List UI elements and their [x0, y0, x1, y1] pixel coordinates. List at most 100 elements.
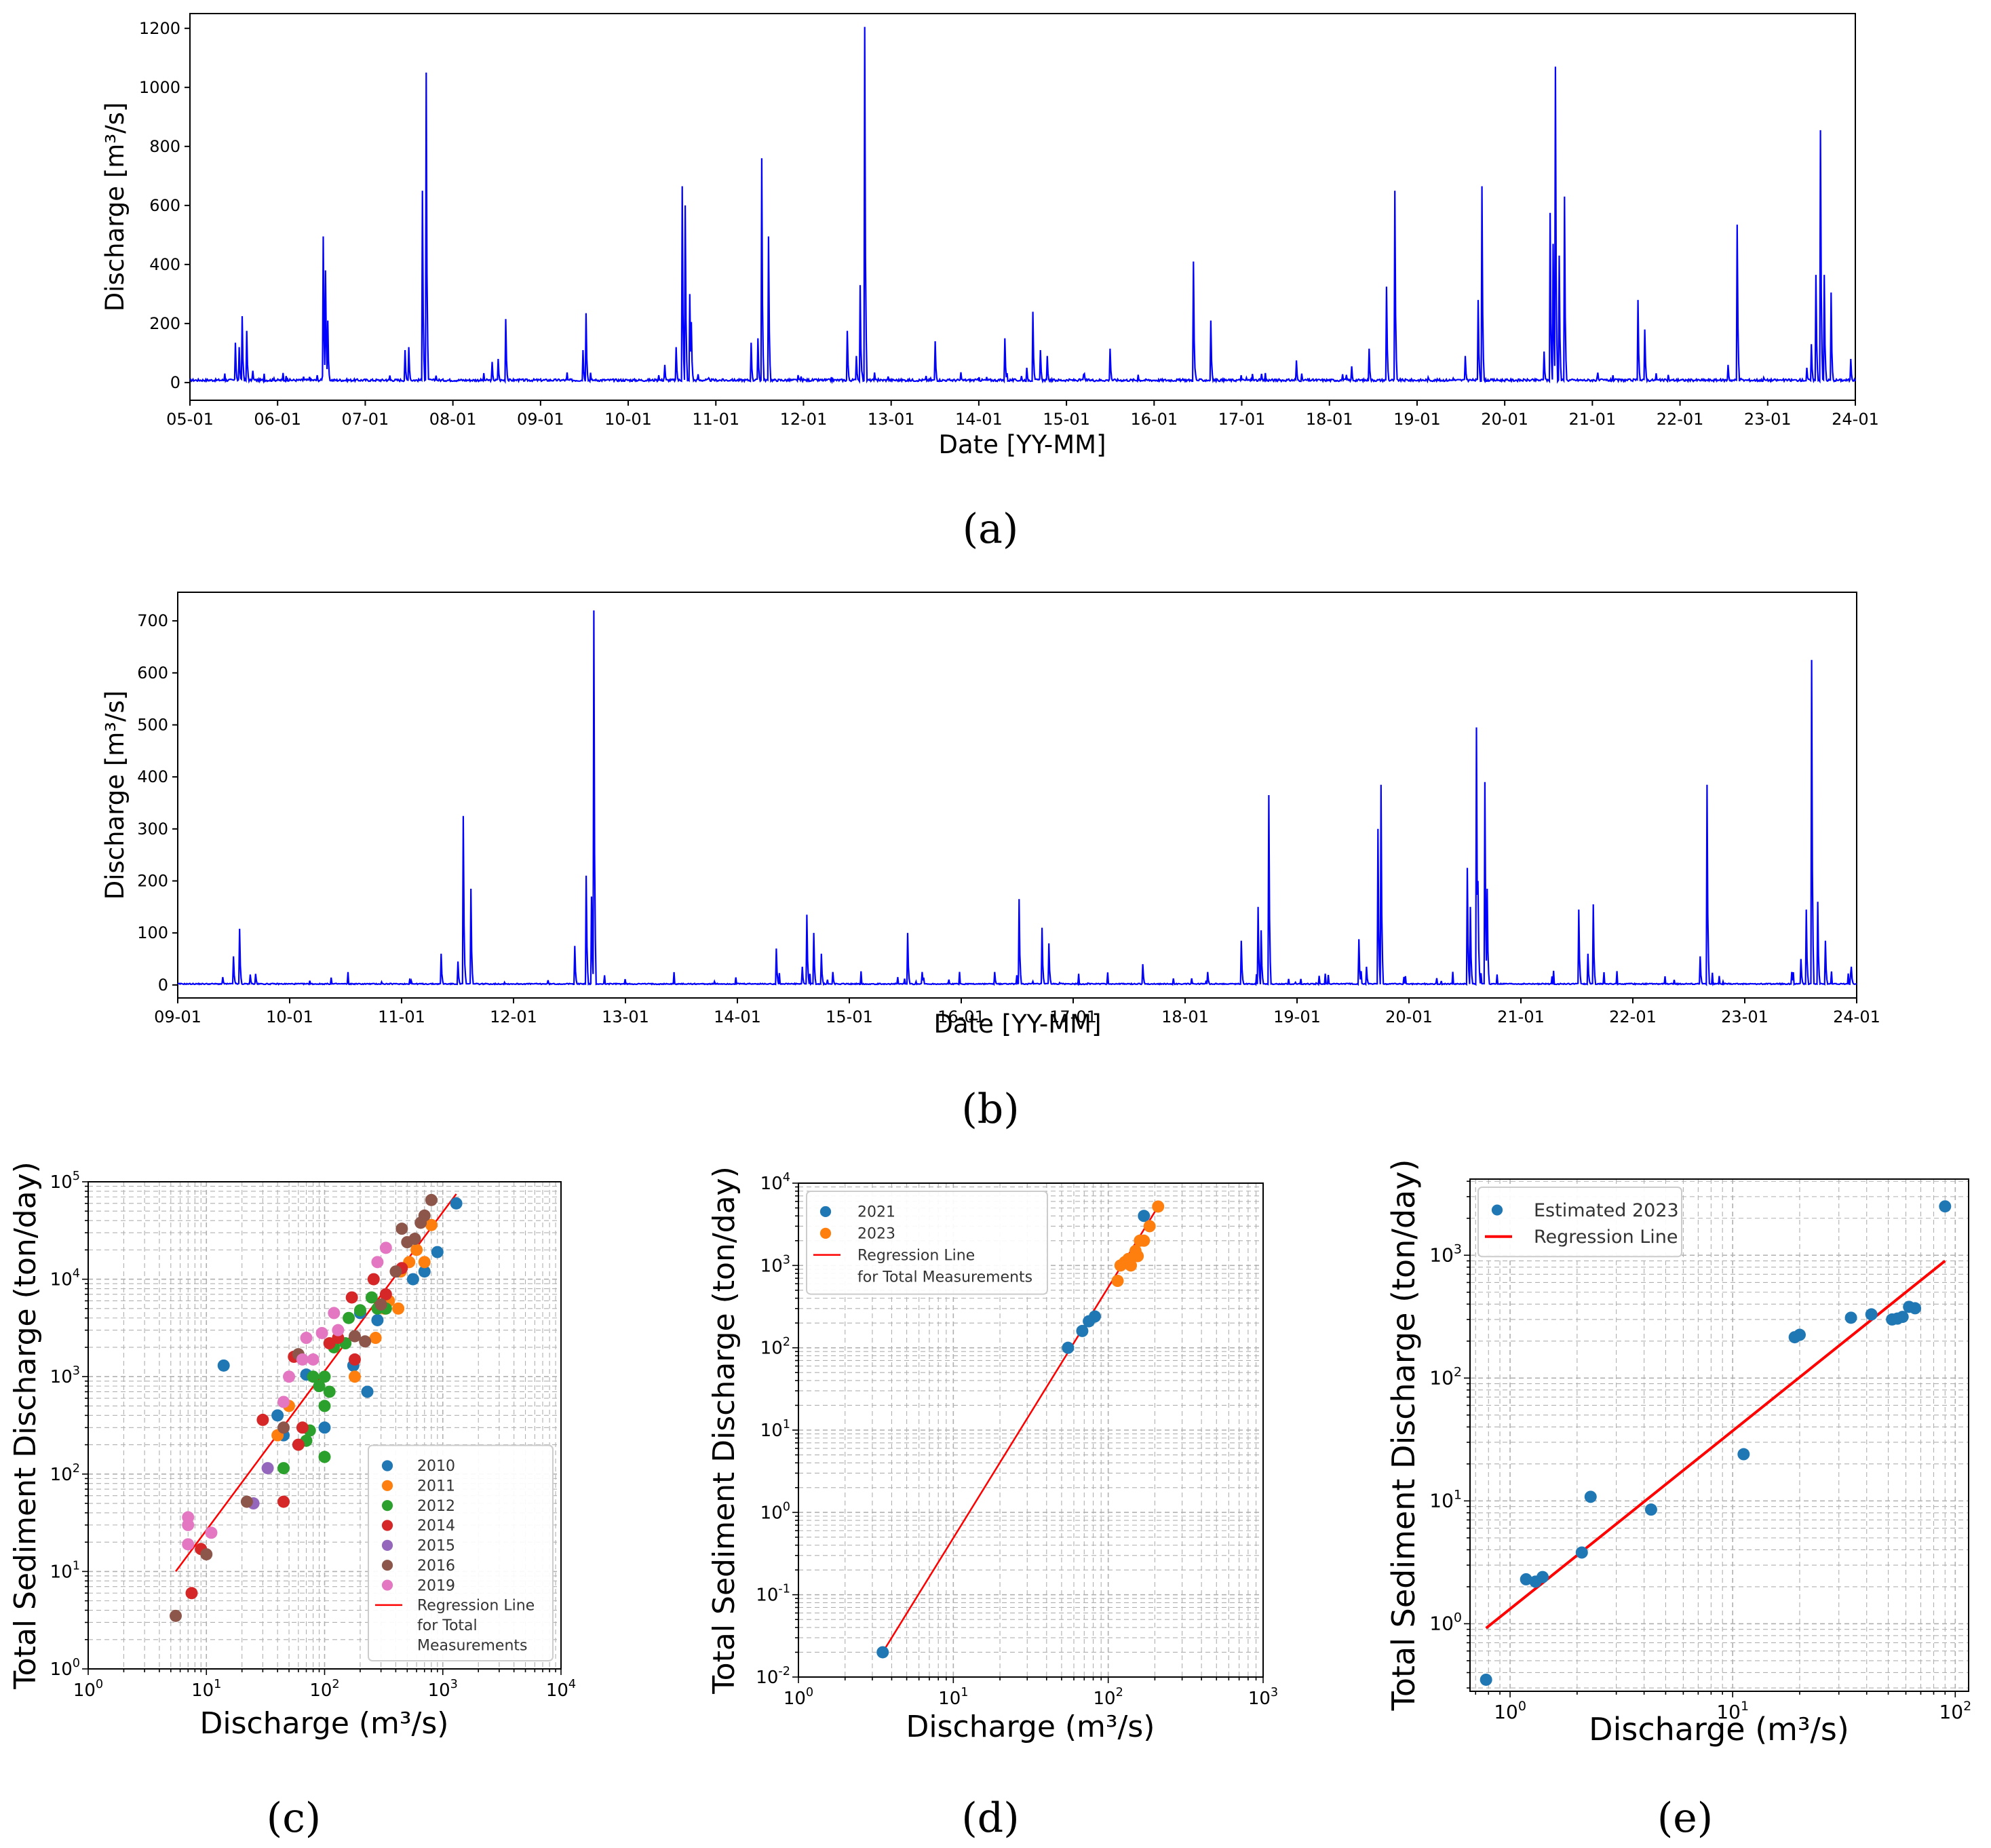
panel-e-point-estimated-2023 [1536, 1571, 1549, 1583]
panel-c-point-2016 [374, 1298, 387, 1311]
panel-b-y-axis-label: Discharge [m³/s] [100, 691, 130, 900]
panel-c-point-2019 [300, 1332, 313, 1345]
panel-a-x-tick-label: 10-01 [604, 410, 652, 429]
panel-c-y-tick-label: 102 [50, 1462, 80, 1485]
panel-c-point-2010 [361, 1385, 374, 1398]
panel-c-x-tick-label: 101 [191, 1678, 221, 1701]
panel-c-legend-marker [381, 1560, 393, 1571]
panel-c-legend-label: 2014 [417, 1518, 455, 1535]
panel-e-point-estimated-2023 [1896, 1311, 1909, 1324]
panel-a-x-tick-label: 14-01 [955, 410, 1003, 429]
panel-b-x-tick-label: 17-01 [1049, 1007, 1097, 1026]
panel-c-y-axis-label: Total Sediment Discharge (ton/day) [8, 1161, 43, 1689]
panel-c-point-2019 [277, 1395, 290, 1408]
panel-d-legend: 2021 2023 Regression Line for Total Measure… [806, 1191, 1048, 1295]
panel-e-point-estimated-2023 [1644, 1503, 1657, 1516]
panel-a-x-tick-label: 24-01 [1832, 410, 1879, 429]
panel-d-y-tick-label: 102 [760, 1336, 790, 1359]
panel-d-y-tick-label: 10-2 [756, 1665, 790, 1688]
panel-b-x-tick-label: 21-01 [1497, 1007, 1545, 1026]
panel-d-x-axis-label: Discharge (m³/s) [906, 1710, 1155, 1744]
panel-b-x-tick-label: 19-01 [1273, 1007, 1321, 1026]
panel-a-x-tick-label: 09-01 [517, 410, 564, 429]
panel-d-y-tick-label: 103 [760, 1253, 790, 1276]
panel-d-point-2021 [1088, 1310, 1101, 1323]
panel-c-point-2019 [182, 1511, 195, 1524]
panel-c-point-2019 [371, 1256, 384, 1269]
panel-e-y-tick-label: 100 [1429, 1610, 1462, 1634]
panel-c-point-2019 [379, 1241, 392, 1254]
panel-b-x-tick-label: 18-01 [1161, 1007, 1209, 1026]
panel-c-point-2014 [256, 1413, 269, 1426]
panel-e-point-estimated-2023 [1844, 1311, 1857, 1324]
panel-d-y-tick-label: 104 [760, 1171, 790, 1194]
panel-c-point-2010 [271, 1409, 284, 1422]
panel-e-legend: Estimated 2023 Regression Line [1477, 1187, 1682, 1258]
panel-a-x-tick-label: 07-01 [342, 410, 389, 429]
panel-c-point-2014 [345, 1291, 358, 1304]
panel-a-y-axis-label: Discharge [m³/s] [100, 102, 130, 312]
panel-c-legend-label: 2015 [417, 1538, 455, 1555]
panel-e-point-estimated-2023 [1737, 1448, 1750, 1461]
panel-c-point-2014 [292, 1438, 305, 1451]
panel-d-legend-label: 2021 [857, 1204, 895, 1221]
panel-c-point-2014 [348, 1353, 361, 1366]
panel-c-x-tick-label: 102 [309, 1678, 339, 1701]
panel-c-point-2019 [307, 1353, 320, 1366]
panel-e-y-tick-label: 102 [1429, 1364, 1462, 1389]
panel-a-x-tick-label: 13-01 [868, 410, 915, 429]
panel-c-legend-marker [381, 1500, 393, 1512]
panel-a-x-tick-label: 05-01 [166, 410, 214, 429]
panel-e-legend-label: Regression Line [1534, 1227, 1678, 1248]
panel-c-point-2010 [406, 1273, 419, 1286]
panel-c-point-2011 [392, 1302, 405, 1315]
panel-c-point-2019 [332, 1324, 345, 1336]
panel-b-discharge-timeseries: 09-01 10-01 11-01 12-01 13-01 14-01 15-01 16-01… [100, 592, 1880, 1133]
panel-b-x-tick-label: 20-01 [1385, 1007, 1433, 1026]
panel-e-label: (e) [1657, 1794, 1713, 1842]
panel-a-label: (a) [963, 505, 1019, 553]
panel-a-y-tick-label: 800 [149, 137, 180, 156]
panel-a-x-tick-label: 19-01 [1393, 410, 1441, 429]
panel-b-y-tick-label: 700 [137, 611, 168, 630]
panel-e-y-tick-label: 101 [1429, 1487, 1462, 1512]
panel-c-point-2011 [418, 1256, 431, 1269]
panel-d-sediment-scatter: 100 101 102 103 10-2 10-1 100 101 102 103 104 2021… [707, 1166, 1278, 1842]
panel-c-x-tick-label: 103 [428, 1678, 458, 1701]
panel-c-point-2019 [315, 1326, 328, 1339]
panel-c-point-2010 [318, 1421, 331, 1434]
panel-a-x-tick-label: 17-01 [1218, 410, 1266, 429]
panel-c-legend-marker [381, 1539, 393, 1551]
panel-c-label: (c) [267, 1794, 321, 1842]
panel-a-x-tick-label: 08-01 [429, 410, 477, 429]
panel-b-x-axis-label: Date [YY-MM] [933, 1009, 1101, 1039]
panel-e-point-estimated-2023 [1575, 1546, 1588, 1559]
panel-c-legend-label: 2010 [417, 1458, 455, 1475]
panel-c-point-2016 [418, 1209, 431, 1222]
panel-c-point-2014 [367, 1273, 380, 1286]
panel-c-legend-label: 2016 [417, 1558, 455, 1575]
panel-d-point-2023 [1111, 1275, 1124, 1288]
panel-a-y-tick-label: 600 [149, 196, 180, 215]
panel-c-point-2019 [205, 1526, 218, 1539]
panel-c-point-2014 [379, 1288, 392, 1301]
panel-e-point-estimated-2023 [1865, 1308, 1878, 1321]
panel-c-point-2019 [296, 1353, 309, 1366]
panel-d-y-tick-label: 101 [760, 1418, 790, 1441]
panel-b-plot-frame [177, 592, 1857, 999]
panel-d-point-2023 [1152, 1200, 1165, 1213]
panel-e-plot-frame [1469, 1178, 1969, 1692]
panel-e-x-tick-label: 102 [1939, 1699, 1971, 1723]
panel-d-x-tick-label: 100 [784, 1686, 813, 1709]
panel-b-y-tick-label: 0 [158, 976, 168, 995]
panel-c-point-2016 [408, 1233, 421, 1246]
panel-c-y-tick-label: 100 [50, 1657, 80, 1680]
panel-a-x-tick-label: 23-01 [1744, 410, 1792, 429]
panel-c-point-2012 [323, 1385, 336, 1398]
panel-a-plot-frame [189, 13, 1856, 401]
panel-a-discharge-timeseries: 05-01 06-01 07-01 08-01 09-01 10-01 11-01 12-01… [100, 13, 1879, 553]
panel-c-legend-label: 2012 [417, 1498, 455, 1515]
panel-e-legend-marker [1491, 1204, 1503, 1216]
panel-a-y-tick-label: 400 [149, 255, 180, 274]
